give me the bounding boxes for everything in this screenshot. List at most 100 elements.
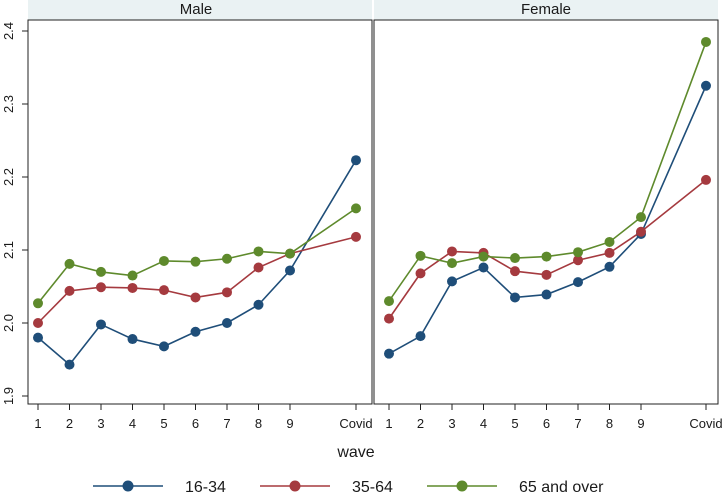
x-tick-label: 5	[160, 416, 167, 431]
x-tick-label: 7	[223, 416, 230, 431]
data-male	[33, 155, 361, 370]
legend-marker-35-64	[289, 480, 301, 492]
data-point-16-34	[96, 319, 106, 330]
data-point-65-and-over	[415, 250, 426, 261]
data-point-16-34	[415, 331, 426, 342]
data-point-65-and-over	[222, 253, 232, 264]
data-point-16-34	[127, 334, 138, 345]
y-tick-label: 2.1	[1, 241, 16, 259]
data-point-35-64	[415, 268, 426, 279]
legend-marker-65-and-over	[456, 480, 468, 492]
data-point-65-and-over	[478, 251, 489, 262]
data-point-35-64	[384, 313, 394, 324]
series-line-35-64	[37, 236, 357, 324]
data-point-65-and-over	[636, 212, 646, 223]
data-point-16-34	[253, 299, 264, 310]
x-tick-label: 9	[286, 416, 293, 431]
data-point-35-64	[64, 285, 75, 296]
data-point-16-34	[351, 155, 361, 166]
x-tick-label: 8	[606, 416, 613, 431]
data-point-16-34	[159, 341, 169, 352]
y-tick-label: 2.4	[1, 22, 16, 40]
data-point-65-and-over	[384, 296, 394, 307]
data-point-16-34	[64, 359, 75, 370]
legend-label-65-and-over: 65 and over	[519, 479, 604, 495]
legend-label-35-64: 35-64	[352, 479, 393, 495]
x-tick-label: Covid	[689, 416, 722, 431]
data-point-65-and-over	[701, 36, 711, 47]
x-tick-label: 4	[480, 416, 487, 431]
legend-label-16-34: 16-34	[185, 479, 226, 495]
data-point-35-64	[510, 266, 520, 277]
y-tick-label: 2.0	[1, 314, 16, 332]
series-line-65-and-over	[37, 207, 357, 304]
data-point-16-34	[510, 292, 520, 303]
x-tick-label: 9	[637, 416, 644, 431]
data-point-65-and-over	[573, 247, 583, 258]
data-point-35-64	[96, 282, 106, 293]
data-point-16-34	[285, 265, 295, 276]
series-line-35-64	[388, 179, 707, 320]
x-tick-label: 6	[192, 416, 199, 431]
data-female	[384, 36, 711, 359]
data-point-65-and-over	[190, 256, 201, 267]
data-point-35-64	[701, 174, 711, 185]
x-tick-label: 1	[385, 416, 392, 431]
panel-title-female: Female	[521, 1, 571, 18]
data-point-16-34	[701, 80, 711, 91]
data-point-65-and-over	[604, 236, 615, 247]
data-point-16-34	[190, 326, 201, 337]
data-point-65-and-over	[253, 246, 264, 257]
data-point-35-64	[253, 262, 264, 273]
data-point-35-64	[573, 255, 583, 266]
data-point-16-34	[478, 262, 489, 273]
data-point-35-64	[159, 285, 169, 296]
data-point-35-64	[604, 247, 615, 258]
data-point-35-64	[190, 292, 201, 303]
data-point-65-and-over	[96, 266, 106, 277]
data-point-16-34	[541, 289, 552, 300]
data-point-65-and-over	[510, 253, 520, 264]
x-tick-label: 3	[97, 416, 104, 431]
series-line-65-and-over	[388, 41, 707, 302]
x-tick-label: 6	[543, 416, 550, 431]
data-point-65-and-over	[285, 248, 295, 259]
panel-header-female	[374, 0, 718, 20]
panel-title-male: Male	[180, 1, 213, 18]
x-tick-label: 3	[448, 416, 455, 431]
data-point-16-34	[222, 318, 232, 328]
x-tick-label: 5	[511, 416, 518, 431]
data-point-65-and-over	[541, 251, 552, 262]
data-point-35-64	[636, 226, 646, 237]
data-point-35-64	[541, 269, 552, 280]
legend-marker-16-34	[122, 480, 134, 492]
x-tick-label: 4	[129, 416, 136, 431]
y-tick-label: 2.2	[1, 168, 16, 186]
data-point-35-64	[222, 287, 232, 298]
x-axis-male: 1 2 3 4 5 6 7 8 9 Covid	[34, 404, 373, 431]
data-point-65-and-over	[447, 258, 457, 269]
data-point-16-34	[447, 276, 457, 287]
x-tick-label: 8	[255, 416, 262, 431]
data-point-16-34	[33, 332, 43, 343]
panel-header-male	[28, 0, 372, 20]
data-point-35-64	[447, 246, 457, 257]
data-point-16-34	[573, 277, 583, 288]
x-axis-title: wave	[336, 444, 374, 461]
x-tick-label: 2	[66, 416, 73, 431]
x-tick-label: Covid	[339, 416, 372, 431]
series-line-16-34	[37, 159, 357, 366]
data-point-65-and-over	[33, 298, 43, 309]
plot-frame-male	[27, 19, 373, 405]
series-line-16-34	[388, 85, 707, 355]
data-point-35-64	[127, 282, 138, 293]
y-axis: 1.9 2.0 2.1 2.2 2.3 2.4	[1, 22, 28, 405]
y-tick-label: 2.3	[1, 95, 16, 113]
data-point-65-and-over	[127, 270, 138, 281]
x-tick-label: 2	[417, 416, 424, 431]
legend: 16-34 35-64 65 and over	[93, 479, 604, 495]
data-point-65-and-over	[64, 258, 75, 269]
data-point-65-and-over	[351, 203, 361, 214]
data-point-35-64	[351, 231, 361, 242]
